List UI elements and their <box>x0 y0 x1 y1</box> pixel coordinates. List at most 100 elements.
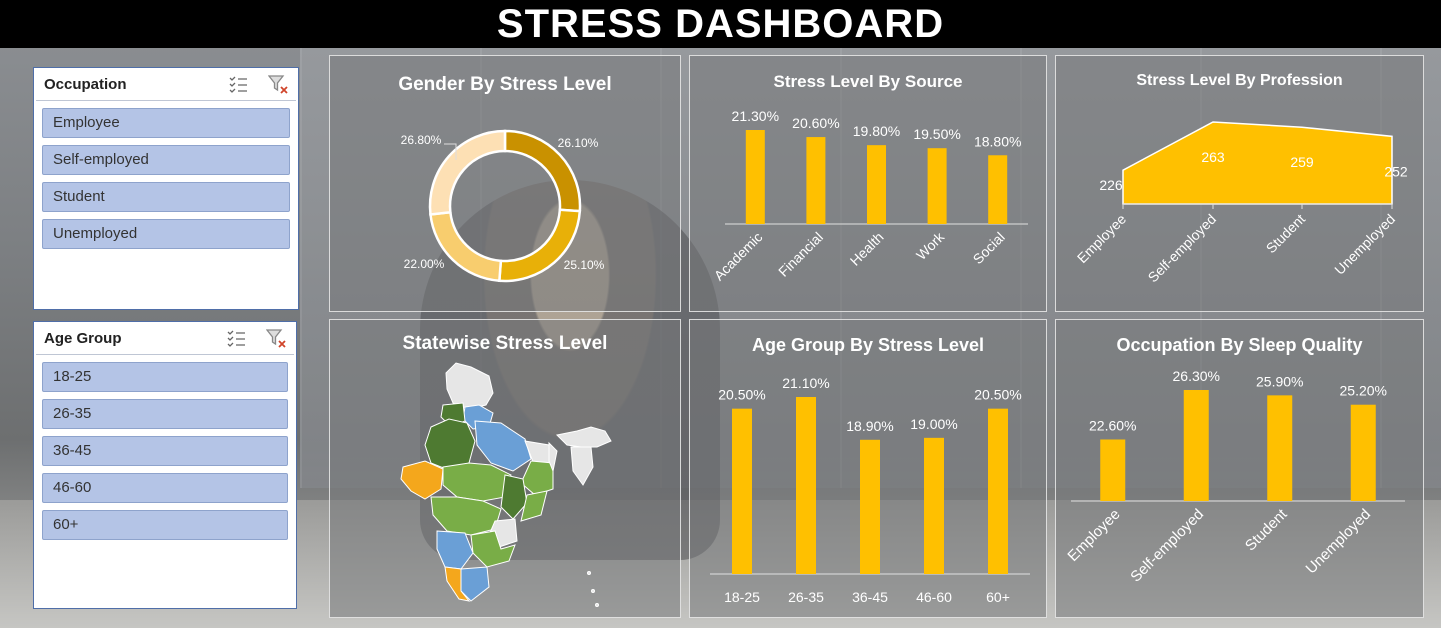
map-region <box>445 362 494 410</box>
age-group-slicer[interactable]: Age Group 18-25 26-35 36-45 46-60 60+ <box>33 321 297 609</box>
profession-area-chart: 226 Employee 263 Self-employed 259 Student 252… <box>1074 121 1408 286</box>
data-label: 22.60% <box>1089 417 1136 433</box>
data-label: 25.20% <box>1340 383 1387 399</box>
category-label: Self-employed <box>1145 211 1220 286</box>
bar <box>1183 390 1209 501</box>
panel-title: Stress Level By Profession <box>1136 72 1343 89</box>
slicer-item[interactable]: Student <box>42 182 290 212</box>
category-label: Academic <box>711 229 766 284</box>
data-label: 22.00% <box>404 257 445 271</box>
india-map <box>400 362 612 607</box>
bar <box>867 145 886 224</box>
bar <box>1350 404 1376 501</box>
map-region <box>444 566 471 602</box>
map-region <box>520 460 554 496</box>
slicer-title: Age Group <box>44 329 122 347</box>
slicer-item[interactable]: Employee <box>42 108 290 138</box>
category-label: Social <box>970 229 1008 267</box>
slicer-item[interactable]: 18-25 <box>42 362 288 392</box>
category-label: Unemployed <box>1331 211 1398 278</box>
category-label: 60+ <box>986 589 1010 605</box>
map-region <box>474 420 532 472</box>
data-label: 26.80% <box>401 133 442 147</box>
map-region <box>470 530 516 568</box>
category-label: Self-employed <box>1127 506 1207 586</box>
panel-title: Stress Level By Source <box>773 72 963 91</box>
sleep-panel: Occupation By Sleep Quality 22.60% Employ… <box>1055 319 1424 618</box>
slicer-header: Occupation <box>36 68 296 101</box>
map-region <box>400 460 444 500</box>
slicer-header: Age Group <box>36 322 294 355</box>
map-region <box>591 589 595 593</box>
slicer-item[interactable]: 36-45 <box>42 436 288 466</box>
category-label: 26-35 <box>788 589 824 605</box>
panel-title: Statewise Stress Level <box>402 333 608 354</box>
bar <box>860 439 880 574</box>
profession-panel: Stress Level By Profession 226 Employee 26… <box>1055 55 1424 312</box>
map-region <box>587 571 591 575</box>
bar <box>796 397 816 574</box>
bar <box>806 137 826 224</box>
bar <box>988 408 1008 574</box>
map-region <box>520 490 548 522</box>
statewise-panel: Statewise Stress Level <box>329 319 681 618</box>
data-label: 19.00% <box>910 416 957 432</box>
bar <box>988 155 1008 224</box>
data-label: 20.50% <box>974 387 1021 403</box>
source-panel: Stress Level By Source 21.30% Academic 20.… <box>689 55 1047 312</box>
sleep-bar-chart: 22.60% Employee 26.30% Self-employed 25.90% S… <box>1064 368 1405 586</box>
multiselect-icon[interactable] <box>226 328 246 348</box>
data-label: 252 <box>1384 163 1408 179</box>
data-label: 259 <box>1290 154 1314 170</box>
clear-filter-icon[interactable] <box>266 328 286 348</box>
slicer-item[interactable]: Unemployed <box>42 219 290 249</box>
category-label: 18-25 <box>724 589 760 605</box>
data-label: 21.10% <box>782 375 829 391</box>
bar <box>1267 395 1293 501</box>
data-label: 26.30% <box>1173 368 1220 384</box>
area-series <box>1122 121 1393 205</box>
age-bar-chart: 20.50% 18-25 21.10% 26-35 18.90% 36-45 19.00% 4… <box>710 375 1030 605</box>
map-region <box>555 426 612 448</box>
data-label: 18.80% <box>974 133 1021 149</box>
data-label: 26.10% <box>558 136 599 150</box>
category-label: 36-45 <box>852 589 888 605</box>
panel-title: Age Group By Stress Level <box>751 335 985 355</box>
panel-title: Gender By Stress Level <box>398 74 612 95</box>
leader-line <box>444 143 457 160</box>
donut-slice <box>428 129 507 216</box>
map-region <box>500 474 528 520</box>
data-label: 226 <box>1099 177 1123 193</box>
map-region <box>430 496 502 536</box>
category-label: Student <box>1242 505 1291 554</box>
category-label: 46-60 <box>916 589 952 605</box>
slicer-item[interactable]: 26-35 <box>42 399 288 429</box>
map-region <box>570 446 594 486</box>
source-bar-chart: 21.30% Academic 20.60% Financial 19.80% Healt… <box>711 108 1028 284</box>
slicer-item[interactable]: 46-60 <box>42 473 288 503</box>
bar <box>1100 439 1126 501</box>
data-label: 25.10% <box>564 258 605 272</box>
clear-filter-icon[interactable] <box>268 74 288 94</box>
category-label: Financial <box>775 229 826 280</box>
gender-panel: Gender By Stress Level 26.10% 25.10% 22.00… <box>329 55 681 312</box>
data-label: 18.90% <box>846 418 893 434</box>
data-label: 25.90% <box>1256 373 1303 389</box>
map-region <box>436 530 474 570</box>
dashboard-title: STRESS DASHBOARD <box>0 0 1441 48</box>
bar <box>924 437 944 574</box>
multiselect-icon[interactable] <box>228 74 248 94</box>
data-label: 20.60% <box>792 115 839 131</box>
slicer-item[interactable]: Self-employed <box>42 145 290 175</box>
age-panel: Age Group By Stress Level 20.50% 18-25 21.… <box>689 319 1047 618</box>
panel-title: Occupation By Sleep Quality <box>1116 335 1363 355</box>
slicer-item[interactable]: 60+ <box>42 510 288 540</box>
data-label: 19.50% <box>913 126 960 142</box>
category-label: Employee <box>1064 506 1123 565</box>
data-label: 263 <box>1201 149 1225 165</box>
bar <box>927 148 947 224</box>
category-label: Health <box>847 229 887 269</box>
bar <box>745 130 765 224</box>
category-label: Student <box>1263 211 1309 257</box>
occupation-slicer[interactable]: Occupation Employee Self-employed Student U… <box>33 67 299 310</box>
